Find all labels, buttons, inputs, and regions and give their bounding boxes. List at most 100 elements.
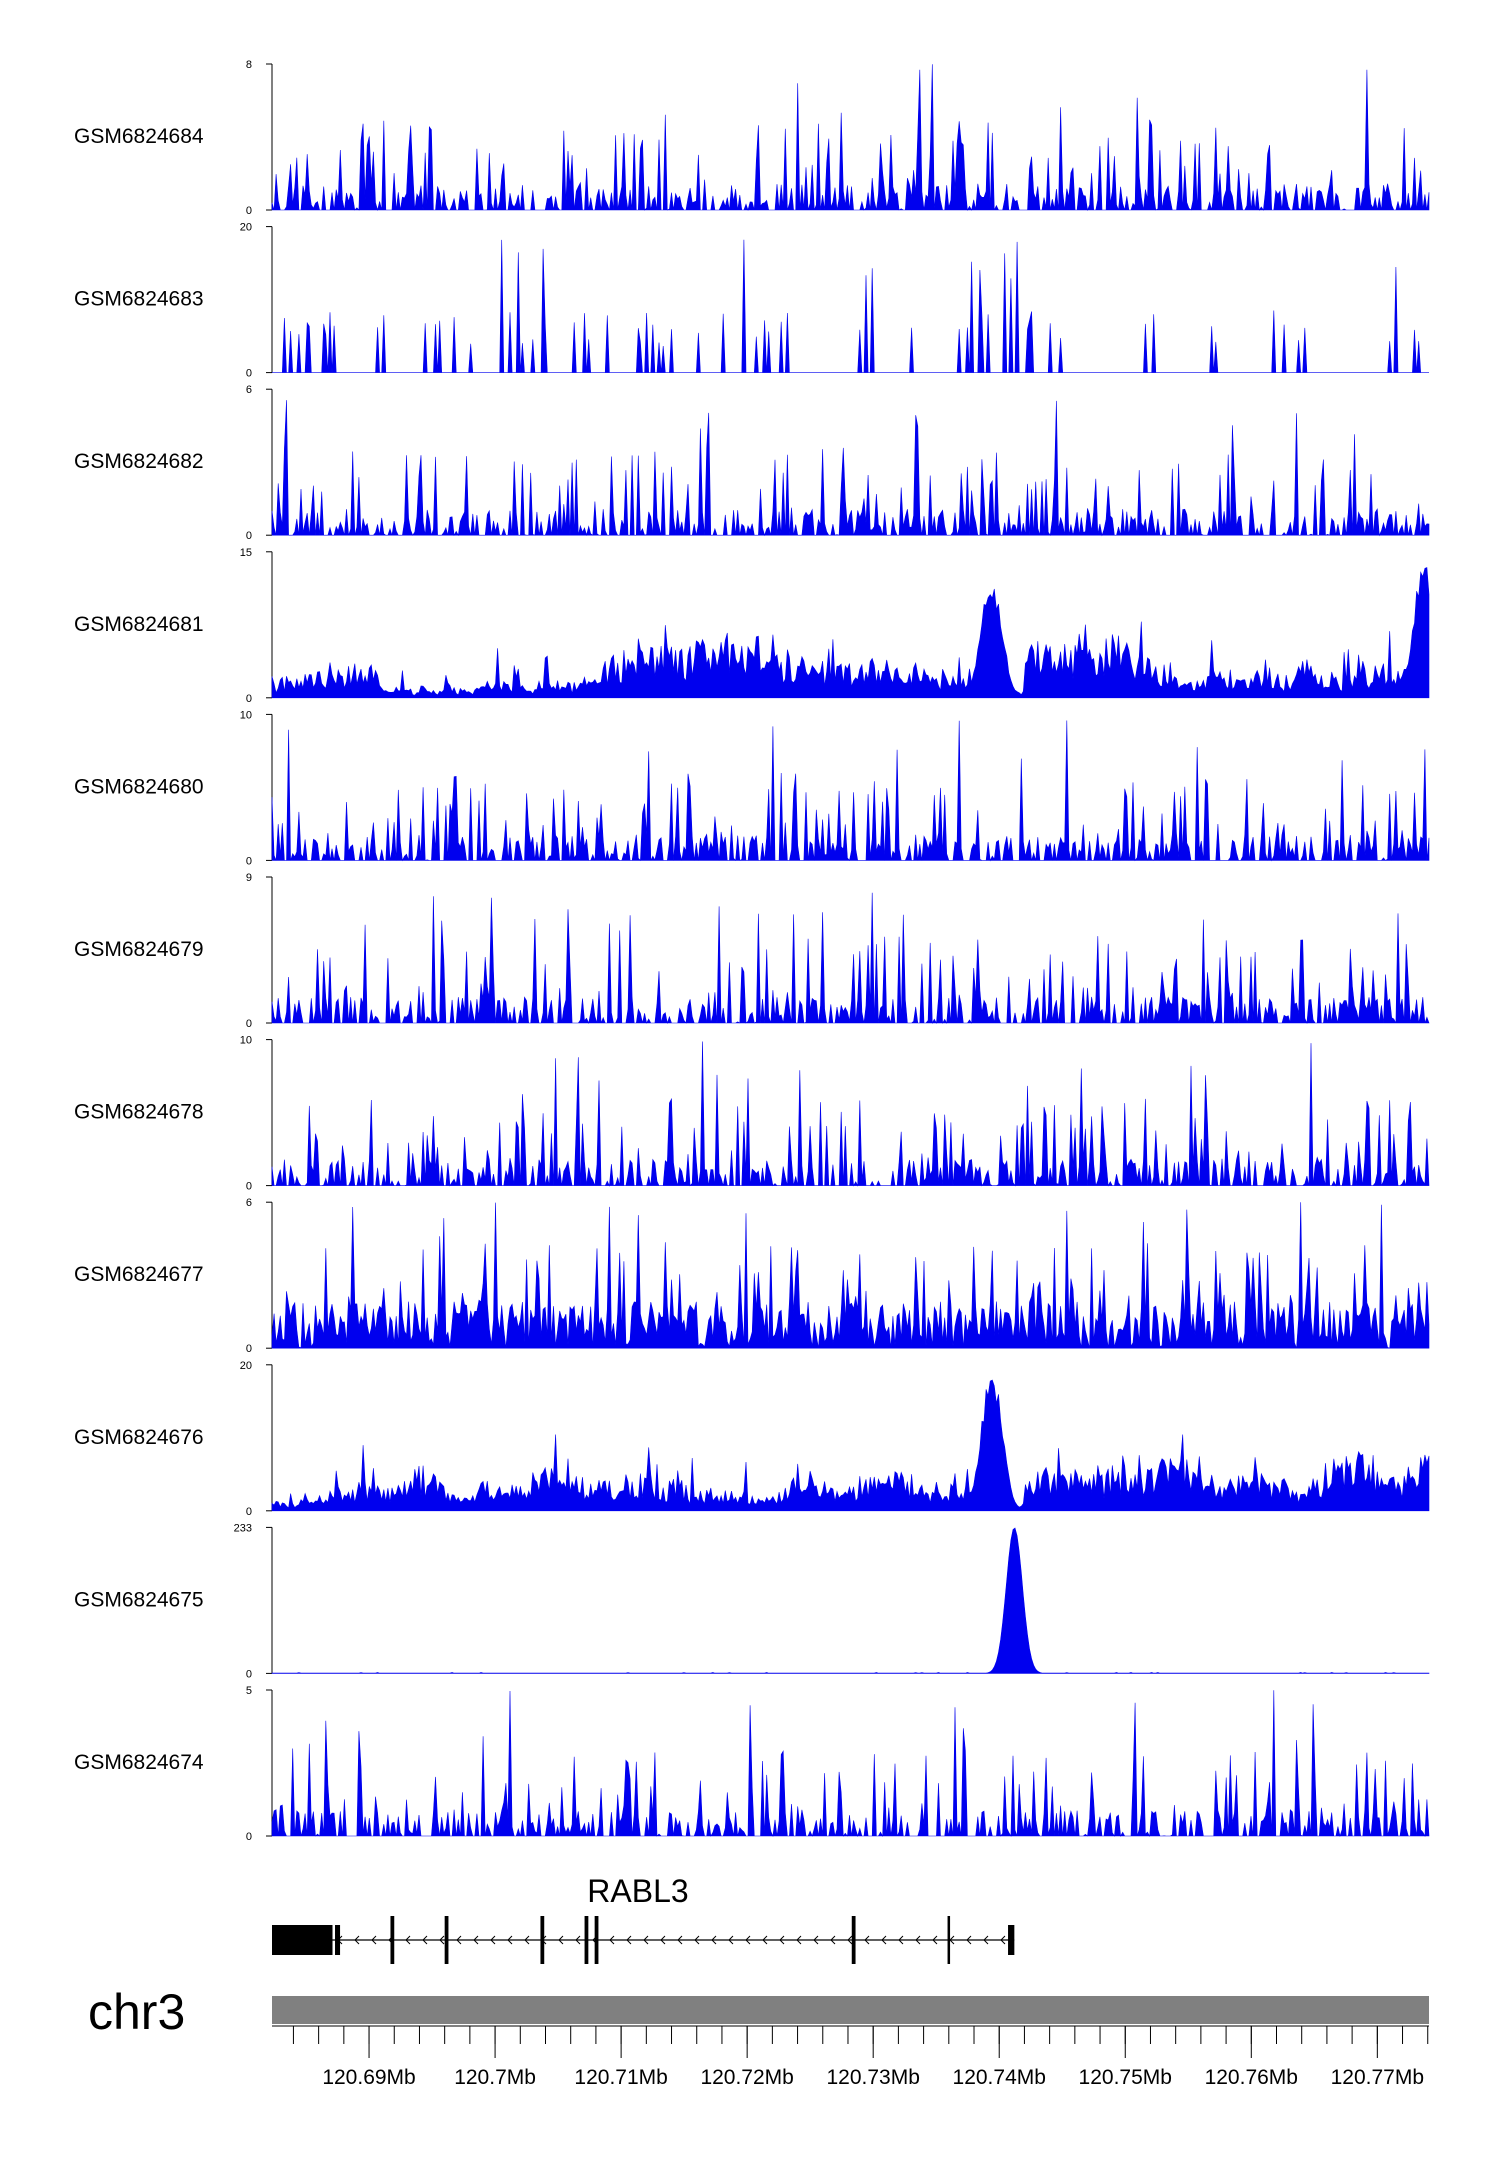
y-zero-label: 0 [246, 205, 252, 217]
track-GSM6824679: GSM6824679 9 0 [74, 872, 1430, 1030]
axis-tick-label: 120.72Mb [700, 2066, 793, 2089]
strand-arrow [864, 1935, 870, 1945]
y-zero-label: 0 [246, 1506, 252, 1518]
track-GSM6824684: GSM6824684 8 0 [74, 59, 1430, 217]
y-zero-label: 0 [246, 368, 252, 380]
axis-tick-label: 120.76Mb [1205, 2066, 1298, 2089]
gene-exon [444, 1916, 449, 1964]
gene-exon [584, 1916, 589, 1964]
strand-arrow [507, 1935, 513, 1945]
chromosome-band [272, 1996, 1429, 2024]
signal-area [271, 567, 1430, 699]
strand-arrow [558, 1935, 564, 1945]
y-max-label: 10 [240, 1035, 252, 1047]
track-label: GSM6824677 [74, 1263, 204, 1286]
y-zero-label: 0 [246, 1181, 252, 1193]
chromosome-label: chr3 [88, 1984, 185, 2040]
signal-area [271, 1379, 1430, 1512]
y-zero-label: 0 [246, 530, 252, 542]
track-label: GSM6824682 [74, 450, 204, 473]
gene-exon [851, 1916, 856, 1964]
track-label: GSM6824684 [74, 125, 204, 148]
gene-exon [335, 1925, 341, 1955]
strand-arrow [371, 1935, 377, 1945]
axis-tick-label: 120.7Mb [454, 2066, 536, 2089]
strand-arrow [881, 1935, 887, 1945]
strand-arrow [354, 1935, 360, 1945]
y-max-label: 9 [246, 872, 252, 884]
strand-arrow [847, 1935, 853, 1945]
y-max-label: 6 [246, 1197, 252, 1209]
gene-name-label: RABL3 [587, 1873, 688, 1909]
strand-arrow [643, 1935, 649, 1945]
strand-arrow [813, 1935, 819, 1945]
axis-tick-label: 120.77Mb [1331, 2066, 1424, 2089]
strand-arrow [932, 1935, 938, 1945]
track-GSM6824677: GSM6824677 6 0 [74, 1197, 1430, 1355]
signal-area [271, 64, 1430, 212]
axis-tick-label: 120.75Mb [1079, 2066, 1172, 2089]
strand-arrow [422, 1935, 428, 1945]
y-max-label: 20 [240, 1360, 252, 1372]
strand-arrow [898, 1935, 904, 1945]
gene-exon [947, 1916, 951, 1964]
track-GSM6824681: GSM6824681 15 0 [74, 547, 1430, 705]
y-zero-label: 0 [246, 855, 252, 867]
gene-exon [540, 1916, 545, 1964]
y-max-label: 233 [234, 1522, 252, 1534]
strand-arrow [745, 1935, 751, 1945]
strand-arrow [694, 1935, 700, 1945]
strand-arrow [473, 1935, 479, 1945]
track-GSM6824675: GSM6824675 233 0 [74, 1522, 1430, 1680]
strand-arrow [524, 1935, 530, 1945]
track-label: GSM6824680 [74, 775, 204, 798]
signal-tracks: GSM682468480GSM6824683200GSM682468260GSM… [74, 59, 1430, 1843]
strand-arrow [983, 1935, 989, 1945]
track-GSM6824676: GSM6824676 20 0 [74, 1360, 1430, 1518]
track-label: GSM6824681 [74, 613, 204, 636]
signal-area [271, 400, 1430, 537]
strand-arrow [405, 1935, 411, 1945]
y-max-label: 20 [240, 222, 252, 234]
track-label: GSM6824678 [74, 1101, 204, 1124]
strand-arrow [439, 1935, 445, 1945]
signal-area [271, 892, 1430, 1025]
gene-exon [1008, 1925, 1015, 1955]
strand-arrow [966, 1935, 972, 1945]
strand-arrow [660, 1935, 666, 1945]
signal-area [271, 1202, 1430, 1349]
track-label: GSM6824679 [74, 938, 204, 961]
strand-arrow [779, 1935, 785, 1945]
strand-arrow [677, 1935, 683, 1945]
y-zero-label: 0 [246, 1018, 252, 1030]
track-label: GSM6824674 [74, 1751, 204, 1774]
gene-exon [594, 1916, 599, 1964]
track-GSM6824680: GSM6824680 10 0 [74, 709, 1430, 867]
signal-area [272, 239, 1429, 373]
y-max-label: 10 [240, 709, 252, 721]
y-max-label: 8 [246, 59, 252, 71]
y-zero-label: 0 [246, 1343, 252, 1355]
strand-arrow [830, 1935, 836, 1945]
axis-tick-label: 120.69Mb [322, 2066, 415, 2089]
strand-arrow [796, 1935, 802, 1945]
y-zero-label: 0 [246, 1668, 252, 1680]
strand-arrow [915, 1935, 921, 1945]
track-label: GSM6824676 [74, 1426, 204, 1449]
genomic-axis: 120.69Mb 120.7Mb 120.71Mb 120.72Mb 120.73Mb 1… [272, 2025, 1429, 2089]
y-zero-label: 0 [246, 1831, 252, 1843]
axis-tick-label: 120.73Mb [826, 2066, 919, 2089]
strand-arrow [456, 1935, 462, 1945]
gene-annotation-track: RABL3 [272, 1873, 1015, 1964]
strand-arrow [575, 1935, 581, 1945]
strand-arrow [762, 1935, 768, 1945]
signal-area [271, 720, 1430, 862]
y-max-label: 6 [246, 384, 252, 396]
axis-tick-label: 120.74Mb [953, 2066, 1046, 2089]
strand-arrow [1000, 1935, 1006, 1945]
track-GSM6824682: GSM6824682 6 0 [74, 384, 1430, 542]
signal-area [271, 1041, 1430, 1187]
gene-exon [272, 1925, 333, 1955]
track-GSM6824678: GSM6824678 10 0 [74, 1035, 1430, 1193]
